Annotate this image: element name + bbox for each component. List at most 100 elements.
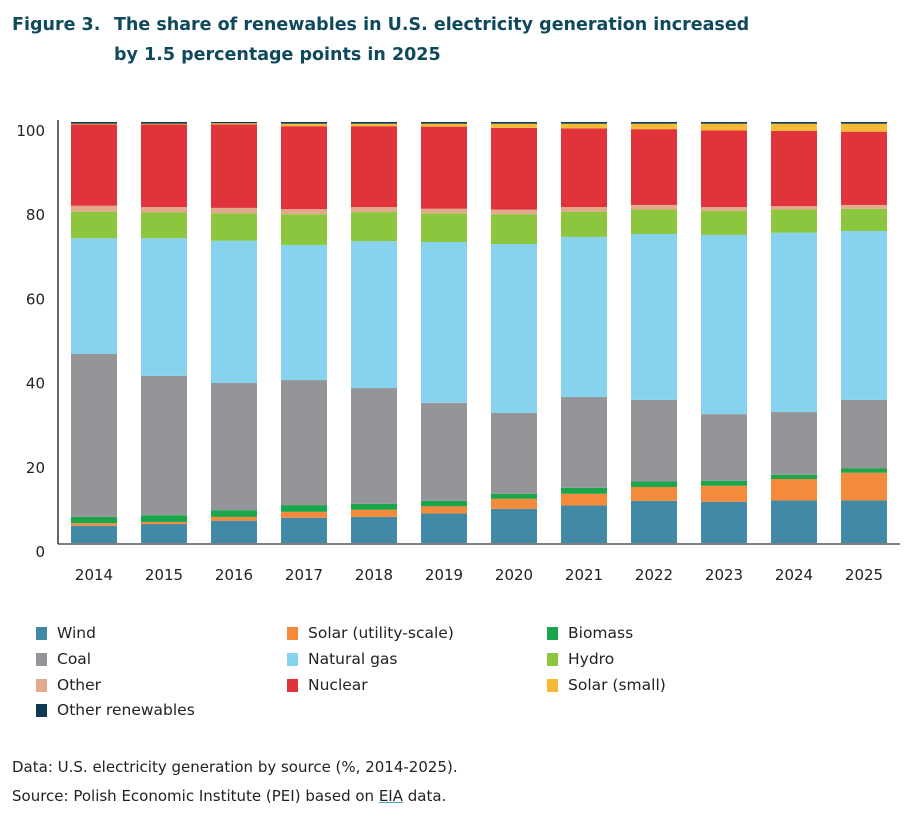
bar-segment-natural-gas-2017 [281, 244, 327, 381]
bar-segment-wind-2022 [631, 500, 677, 543]
x-tick-label: 2020 [495, 566, 533, 584]
bar-segment-hydro-2020 [491, 214, 537, 245]
bar-segment-solar-small--2020 [491, 123, 537, 128]
legend-item: Solar (utility-scale) [287, 624, 454, 642]
legend-item: Other renewables [36, 701, 195, 719]
legend-item: Nuclear [287, 676, 368, 694]
legend-item: Coal [36, 650, 91, 668]
x-tick-label: 2018 [355, 566, 393, 584]
bar-segment-other-2019 [421, 208, 467, 214]
legend-label: Wind [57, 624, 96, 642]
bar-segment-solar-utility-scale--2024 [771, 479, 817, 501]
bar-segment-solar-small--2024 [771, 123, 817, 131]
y-tick-label: 60 [26, 290, 45, 308]
bar-segment-natural-gas-2024 [771, 232, 817, 413]
y-tick-label: 20 [26, 459, 45, 477]
bar-segment-other-renewables-2016 [211, 122, 257, 124]
bar-segment-solar-small--2022 [631, 123, 677, 130]
bar-segment-nuclear-2020 [491, 127, 537, 210]
bar-segment-nuclear-2014 [71, 124, 117, 206]
bar-segment-biomass-2015 [141, 515, 187, 522]
bar-segment-solar-utility-scale--2015 [141, 521, 187, 525]
legend-swatch [547, 626, 558, 640]
title-line-1: The share of renewables in U.S. electric… [114, 15, 750, 35]
bar-segment-coal-2025 [841, 399, 887, 469]
bar-segment-solar-utility-scale--2023 [701, 485, 747, 502]
bar-segment-biomass-2022 [631, 481, 677, 488]
bar-segment-natural-gas-2020 [491, 244, 537, 413]
legend-item: Natural gas [287, 650, 398, 668]
x-tick-label: 2024 [775, 566, 813, 584]
source-note: Source: Polish Economic Institute (PEI) … [12, 787, 446, 805]
legend-swatch [287, 678, 298, 692]
legend-item: Other [36, 676, 101, 694]
bar-segment-hydro-2021 [561, 211, 607, 237]
data-note: Data: U.S. electricity generation by sou… [12, 758, 458, 776]
bar-segment-coal-2022 [631, 399, 677, 482]
bar-segment-solar-utility-scale--2016 [211, 516, 257, 521]
bar-segment-nuclear-2016 [211, 124, 257, 208]
bar-segment-solar-utility-scale--2020 [491, 498, 537, 509]
bar-segment-coal-2016 [211, 383, 257, 511]
x-tick-label: 2023 [705, 566, 743, 584]
legend-swatch [287, 652, 298, 666]
legend-item: Solar (small) [547, 676, 666, 694]
bar-segment-nuclear-2018 [351, 126, 397, 208]
bar-segment-other-2024 [771, 206, 817, 210]
bar-segment-wind-2017 [281, 517, 327, 543]
bar-segment-wind-2023 [701, 501, 747, 543]
y-tick-label: 40 [26, 375, 45, 393]
bar-segment-biomass-2017 [281, 505, 327, 512]
legend-label: Coal [57, 650, 92, 668]
bar-segment-solar-small--2015 [141, 123, 187, 125]
bar-segment-biomass-2016 [211, 510, 257, 517]
legend-label: Solar (small) [568, 676, 666, 694]
bar-segment-nuclear-2025 [841, 131, 887, 205]
bar-segment-nuclear-2017 [281, 126, 327, 210]
bar-segment-coal-2019 [421, 402, 467, 501]
legend-label: Other [57, 676, 102, 694]
eia-link[interactable]: EIA [378, 787, 403, 805]
bar-segment-coal-2015 [141, 375, 187, 516]
figure-number: Figure 3. [12, 15, 101, 35]
y-tick-label: 100 [16, 122, 45, 140]
bar-segment-solar-small--2016 [211, 123, 257, 125]
bar-segment-other-2023 [701, 207, 747, 211]
bar-segment-other-2017 [281, 209, 327, 215]
bar-segment-hydro-2019 [421, 213, 467, 242]
bar-segment-biomass-2025 [841, 468, 887, 473]
source-suffix: data. [402, 787, 447, 805]
bar-segment-other-renewables-2024 [771, 122, 817, 124]
title-line-2: by 1.5 percentage points in 2025 [114, 45, 441, 65]
bar-segment-biomass-2021 [561, 487, 607, 494]
bar-segment-wind-2018 [351, 516, 397, 543]
legend-label: Other renewables [57, 701, 195, 719]
bar-segment-other-2016 [211, 207, 257, 214]
bar-segment-biomass-2018 [351, 503, 397, 510]
legend-item: Wind [36, 624, 96, 642]
bar-segment-hydro-2024 [771, 209, 817, 233]
bar-segment-coal-2018 [351, 388, 397, 504]
bar-segment-coal-2023 [701, 414, 747, 481]
bar-segment-hydro-2022 [631, 209, 677, 234]
bar-segment-solar-small--2023 [701, 123, 747, 131]
bar-segment-solar-utility-scale--2018 [351, 509, 397, 517]
legend-label: Nuclear [308, 676, 368, 694]
y-tick-label: 0 [35, 543, 45, 561]
legend-item: Hydro [547, 650, 614, 668]
bar-segment-natural-gas-2018 [351, 241, 397, 389]
bar-segment-solar-utility-scale--2025 [841, 472, 887, 501]
bar-segment-other-2015 [141, 207, 187, 213]
bar-segment-natural-gas-2025 [841, 231, 887, 400]
bar-segment-other-renewables-2022 [631, 122, 677, 124]
bar-segment-solar-small--2025 [841, 123, 887, 132]
bar-segment-other-2020 [491, 209, 537, 215]
bar-segment-hydro-2017 [281, 214, 327, 245]
bar-segment-solar-utility-scale--2017 [281, 511, 327, 518]
bar-segment-solar-small--2021 [561, 123, 607, 129]
bar-segment-hydro-2016 [211, 213, 257, 241]
bar-segment-solar-small--2014 [71, 123, 117, 125]
x-tick-label: 2015 [145, 566, 183, 584]
bar-segment-other-2014 [71, 205, 117, 212]
bar-segment-wind-2016 [211, 520, 257, 543]
